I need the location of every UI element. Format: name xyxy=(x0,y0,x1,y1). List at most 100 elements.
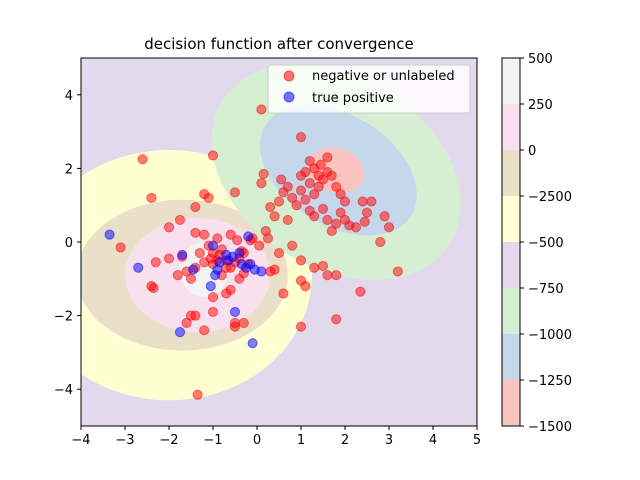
point-negative-45 xyxy=(366,196,377,207)
point-negative-12 xyxy=(287,192,298,203)
point-negative-0 xyxy=(256,104,267,115)
point-negative-2 xyxy=(207,150,219,161)
point-negative-41 xyxy=(350,222,362,233)
colorbar-segment-4 xyxy=(502,196,520,242)
point-positive-2 xyxy=(177,249,188,260)
point-negative-81 xyxy=(148,282,159,294)
y-tick-label: 2 xyxy=(65,162,73,177)
point-negative-25 xyxy=(304,155,315,167)
point-negative-8 xyxy=(273,196,285,207)
point-negative-92 xyxy=(207,306,219,318)
point-negative-43 xyxy=(361,207,373,218)
legend-marker-negative xyxy=(283,70,295,82)
point-negative-34 xyxy=(317,203,329,214)
colorbar-segment-2 xyxy=(502,288,520,334)
point-negative-46 xyxy=(379,211,390,222)
x-tick-label: 5 xyxy=(473,433,481,448)
point-negative-66 xyxy=(254,240,265,251)
legend: negative or unlabeled true positive xyxy=(267,64,471,114)
point-negative-23 xyxy=(335,189,346,200)
point-negative-75 xyxy=(199,229,210,240)
point-negative-13 xyxy=(291,200,302,211)
point-negative-96 xyxy=(229,317,241,329)
legend-box xyxy=(267,64,471,114)
point-negative-76 xyxy=(174,214,186,226)
point-negative-61 xyxy=(287,240,298,251)
point-negative-52 xyxy=(295,321,307,332)
colorbar-tick-label: −1000 xyxy=(528,328,572,343)
point-negative-10 xyxy=(276,174,287,185)
point-negative-48 xyxy=(392,266,403,277)
point-negative-121 xyxy=(269,264,280,275)
point-negative-38 xyxy=(335,207,346,218)
point-negative-3 xyxy=(137,154,148,165)
colorbar-tick-label: −750 xyxy=(528,282,564,297)
point-negative-70 xyxy=(229,187,241,198)
y-tick-label: 0 xyxy=(65,236,73,251)
y-tick-label: 4 xyxy=(65,89,73,104)
x-tick-label: −1 xyxy=(203,433,222,448)
point-negative-56 xyxy=(309,262,320,273)
point-negative-1 xyxy=(295,132,307,143)
point-negative-79 xyxy=(163,253,175,264)
point-negative-113 xyxy=(212,233,223,244)
point-negative-100 xyxy=(192,389,203,400)
point-positive-4 xyxy=(207,240,219,251)
point-positive-20 xyxy=(212,264,223,275)
point-negative-83 xyxy=(172,270,183,281)
point-positive-0 xyxy=(104,229,115,240)
point-negative-47 xyxy=(375,236,386,248)
point-negative-124 xyxy=(205,253,216,264)
point-negative-114 xyxy=(225,229,236,240)
colorbar-segment-6 xyxy=(502,104,520,150)
colorbar-tick-label: 500 xyxy=(528,52,553,67)
point-negative-82 xyxy=(115,242,126,253)
colorbar-segment-7 xyxy=(502,58,520,104)
point-negative-69 xyxy=(273,247,285,259)
colorbar-segment-0 xyxy=(502,380,520,426)
point-negative-98 xyxy=(225,284,236,295)
point-negative-7 xyxy=(265,201,276,213)
point-negative-91 xyxy=(207,292,219,303)
point-negative-88 xyxy=(181,317,192,329)
legend-marker-positive xyxy=(283,91,295,103)
point-negative-21 xyxy=(326,170,337,181)
point-positive-17 xyxy=(229,306,241,318)
scatter-points xyxy=(104,104,403,400)
point-negative-89 xyxy=(199,325,210,336)
point-negative-62 xyxy=(282,214,293,226)
x-tick-label: −2 xyxy=(159,433,178,448)
point-negative-58 xyxy=(322,270,333,281)
y-axis: −4 −2 0 2 4 xyxy=(54,89,81,398)
point-negative-77 xyxy=(163,222,175,233)
point-positive-5 xyxy=(205,281,216,292)
x-tick-label: 3 xyxy=(385,433,393,448)
x-tick-label: 0 xyxy=(253,433,261,448)
point-negative-73 xyxy=(190,201,201,213)
point-negative-44 xyxy=(357,196,368,207)
point-negative-16 xyxy=(304,178,315,189)
point-negative-4 xyxy=(146,192,157,203)
point-negative-15 xyxy=(300,166,311,178)
point-negative-22 xyxy=(331,181,342,192)
colorbar-tick-label: 0 xyxy=(528,144,536,159)
point-negative-27 xyxy=(315,159,326,170)
colorbar-tick-label: −500 xyxy=(528,236,564,251)
x-tick-label: 2 xyxy=(341,433,349,448)
colorbar-tick-label: −2500 xyxy=(528,190,572,205)
point-negative-31 xyxy=(300,194,311,205)
point-negative-5 xyxy=(258,168,269,180)
point-negative-18 xyxy=(313,181,324,192)
point-negative-24 xyxy=(339,196,351,207)
point-positive-16 xyxy=(243,231,254,242)
point-positive-15 xyxy=(256,266,267,277)
colorbar-tick-label: −1250 xyxy=(528,374,572,389)
point-negative-55 xyxy=(300,281,311,292)
point-negative-57 xyxy=(317,260,329,272)
point-negative-118 xyxy=(194,247,205,259)
x-tick-label: −4 xyxy=(71,433,90,448)
point-negative-49 xyxy=(383,222,395,233)
point-negative-33 xyxy=(309,211,320,222)
point-negative-60 xyxy=(295,255,307,266)
point-negative-115 xyxy=(232,235,243,246)
